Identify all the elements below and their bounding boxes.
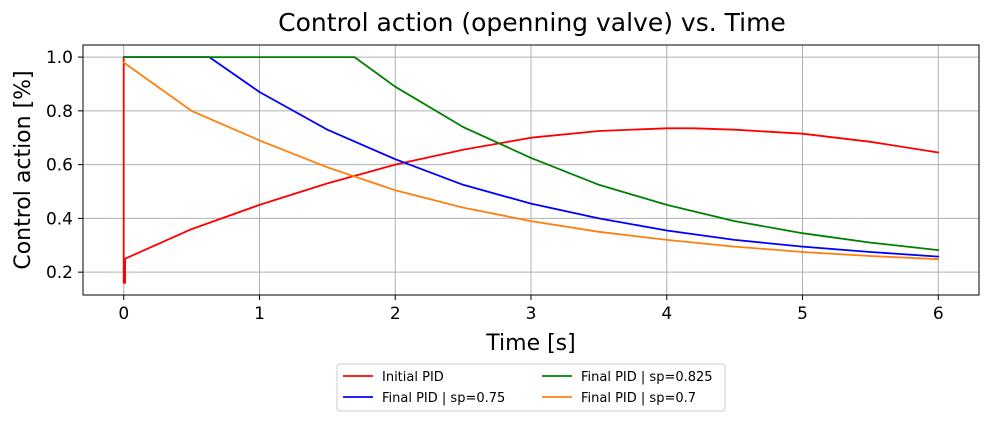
legend-box — [336, 363, 726, 412]
x-tick-label: 1 — [254, 304, 265, 324]
x-tick-label: 0 — [118, 304, 129, 324]
legend-label-4: Final PID | sp=0.7 — [581, 391, 696, 406]
y-tick-label: 0.4 — [46, 209, 73, 229]
series-line-3 — [122, 56, 940, 252]
series-line-2 — [122, 56, 940, 258]
x-tick-label: 3 — [526, 304, 537, 324]
x-tick-label: 4 — [661, 304, 672, 324]
y-tick-label: 0.8 — [46, 102, 73, 122]
y-axis-label: Control action [%] — [11, 70, 36, 269]
series-lines — [122, 56, 940, 284]
x-tick-label: 2 — [390, 304, 401, 324]
legend-label-3: Final PID | sp=0.825 — [581, 370, 713, 385]
y-tick-label: 0.6 — [46, 156, 73, 176]
series-line-4 — [122, 61, 940, 261]
y-tick-label: 1.0 — [46, 48, 73, 68]
series-line-1 — [122, 56, 940, 284]
x-tick-label: 5 — [797, 304, 808, 324]
legend-label-1: Initial PID — [382, 370, 444, 385]
y-tick-label: 0.2 — [46, 263, 73, 283]
x-axis-label: Time [s] — [485, 331, 575, 356]
legend: Initial PID Final PID | sp=0.75 Final PID … — [336, 363, 726, 412]
x-tick-label: 6 — [933, 304, 944, 324]
axis-ticks: 0 1 2 3 4 5 6 0.2 0.4 0.6 0.8 1.0 — [46, 48, 944, 324]
chart-title: Control action (openning valve) vs. Time — [278, 8, 786, 37]
grid — [83, 45, 979, 295]
legend-label-2: Final PID | sp=0.75 — [382, 391, 505, 406]
